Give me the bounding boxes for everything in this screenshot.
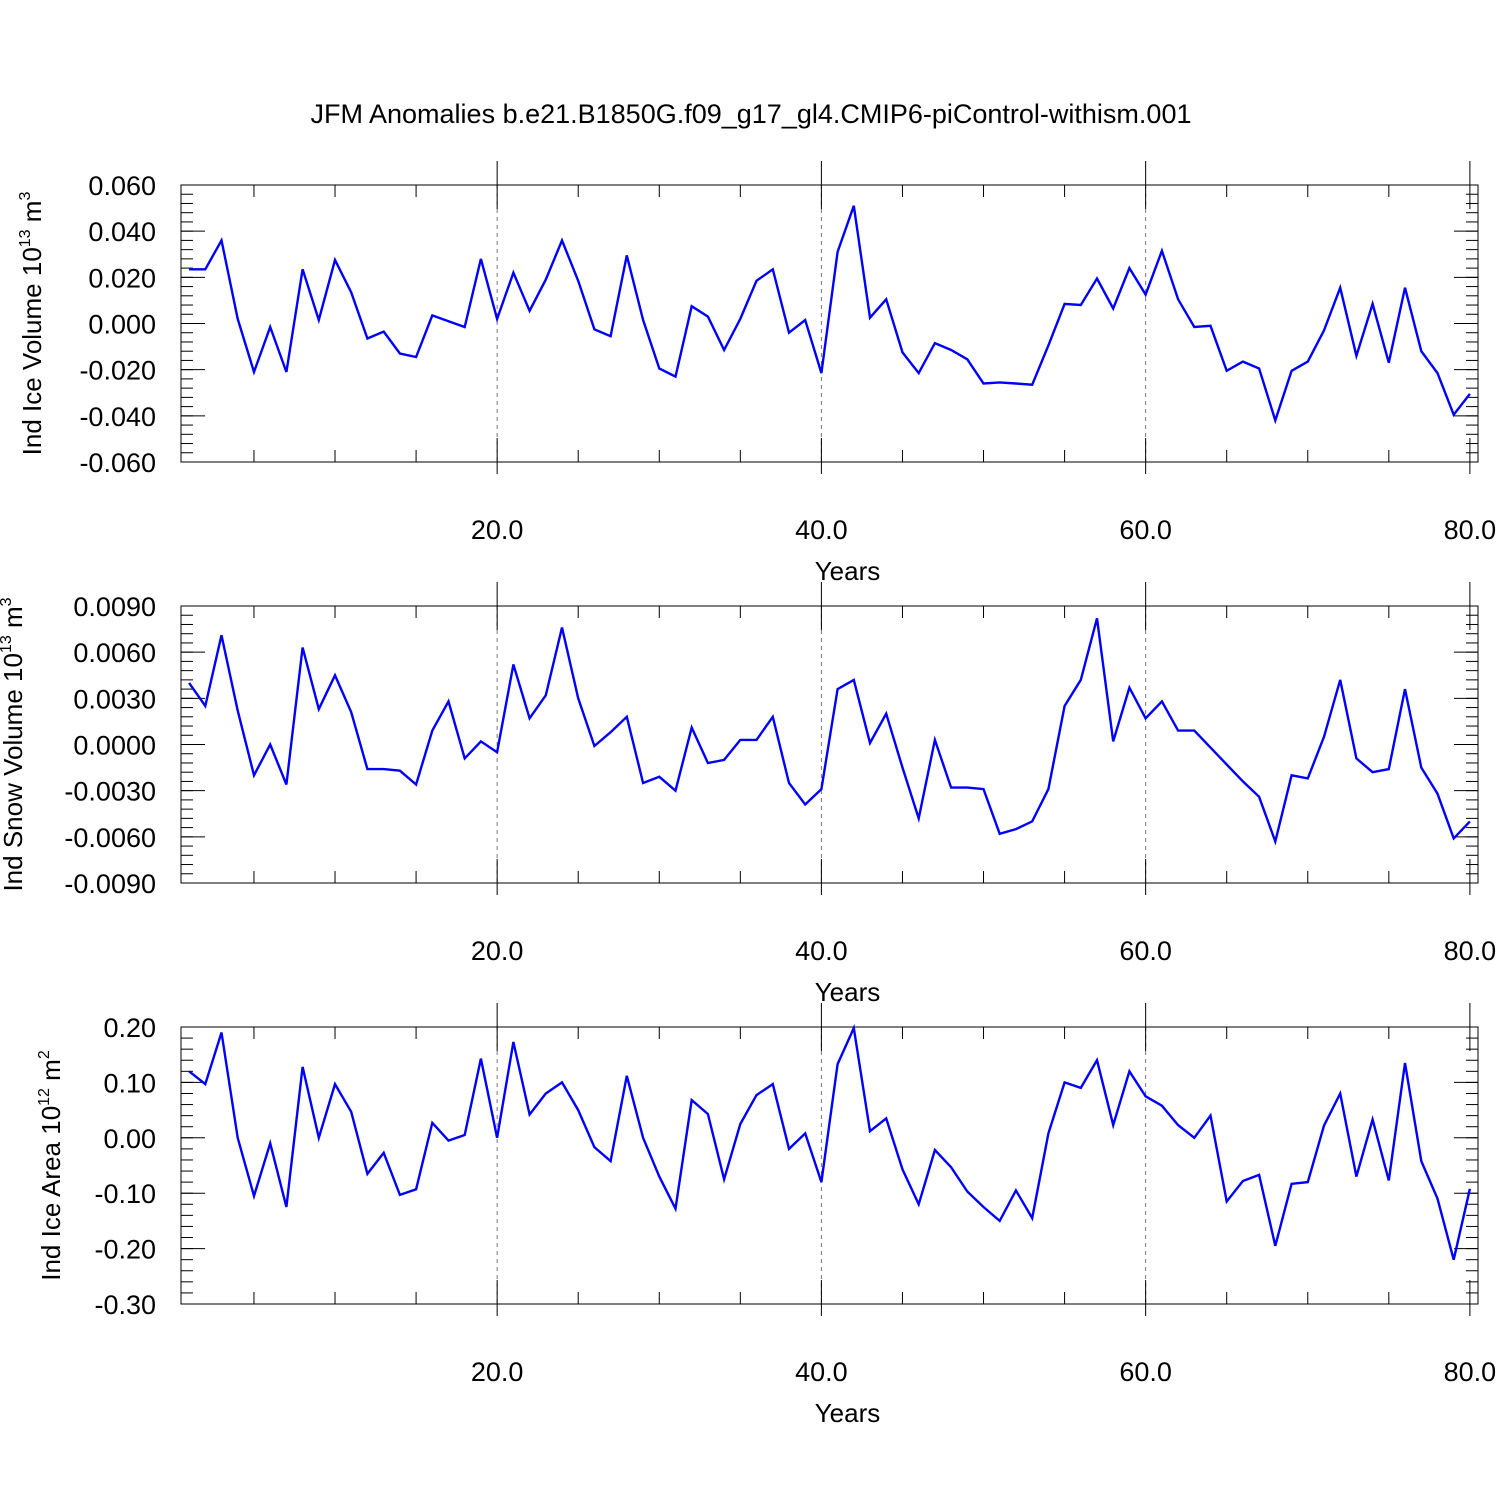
x-axis-label: Years <box>815 556 881 586</box>
chart-panel-1: -0.060 -0.040 -0.020 0.000 0.020 0.040 0.060 20… <box>17 161 1496 586</box>
y-tick-label: -0.0030 <box>64 777 156 807</box>
y-tick-label: 0.0060 <box>73 638 156 668</box>
y-tick-label: -0.30 <box>94 1290 156 1320</box>
y-tick-label: 0.20 <box>103 1013 156 1043</box>
x-tick-label: 80.0 <box>1444 515 1497 545</box>
x-tick-label: 40.0 <box>795 936 848 966</box>
chart-panel-2: -0.0090 -0.0060 -0.0030 0.0000 0.0030 0.0060 0… <box>0 582 1496 1007</box>
series-line <box>188 617 1471 846</box>
y-tick-label: 0.0030 <box>73 684 156 714</box>
x-tick-label: 60.0 <box>1119 515 1172 545</box>
x-tick-label: 20.0 <box>471 1357 524 1387</box>
y-tick-label: 0.060 <box>88 171 156 201</box>
x-tick-label: 60.0 <box>1119 1357 1172 1387</box>
x-tick-label: 40.0 <box>795 1357 848 1387</box>
y-tick-label: -0.020 <box>79 356 156 386</box>
y-tick-label: -0.20 <box>94 1235 156 1265</box>
x-axis-label: Years <box>815 977 881 1007</box>
series-line <box>188 1023 1472 1261</box>
x-tick-label: 40.0 <box>795 515 848 545</box>
y-tick-label: 0.020 <box>88 263 156 293</box>
x-tick-label: 80.0 <box>1444 1357 1497 1387</box>
chart-panel-3: -0.30 -0.20 -0.10 0.00 0.10 0.20 20.0 40.0 60.0 8… <box>36 1003 1496 1428</box>
y-axis-label: Ind Ice Volume 1013 m3 <box>17 192 47 456</box>
y-tick-label: -0.0060 <box>64 823 156 853</box>
y-tick-label: 0.10 <box>103 1068 156 1098</box>
y-tick-label: 0.0000 <box>73 731 156 761</box>
y-tick-label: -0.040 <box>79 402 156 432</box>
chart-panels: -0.060 -0.040 -0.020 0.000 0.020 0.040 0.060 20… <box>0 161 1496 1428</box>
y-tick-label: -0.10 <box>94 1179 156 1209</box>
y-tick-label: 0.00 <box>103 1124 156 1154</box>
y-axis-label: Ind Ice Area 1012 m2 <box>36 1050 66 1281</box>
x-tick-label: 60.0 <box>1119 936 1172 966</box>
plot-frame <box>180 184 1479 463</box>
y-tick-label: 0.000 <box>88 310 156 340</box>
figure-title: JFM Anomalies b.e21.B1850G.f09_g17_gl4.C… <box>311 99 1192 129</box>
x-tick-label: 20.0 <box>471 515 524 545</box>
x-axis-label: Years <box>815 1398 881 1428</box>
y-axis-label: Ind Snow Volume 1013 m3 <box>0 597 28 891</box>
series-line <box>189 205 1471 425</box>
y-tick-label: 0.040 <box>88 217 156 247</box>
x-tick-label: 20.0 <box>471 936 524 966</box>
plot-frame <box>180 1026 1479 1305</box>
x-tick-label: 80.0 <box>1444 936 1497 966</box>
y-tick-label: -0.060 <box>79 448 156 478</box>
y-tick-label: -0.0090 <box>64 869 156 899</box>
y-tick-label: 0.0090 <box>73 592 156 622</box>
